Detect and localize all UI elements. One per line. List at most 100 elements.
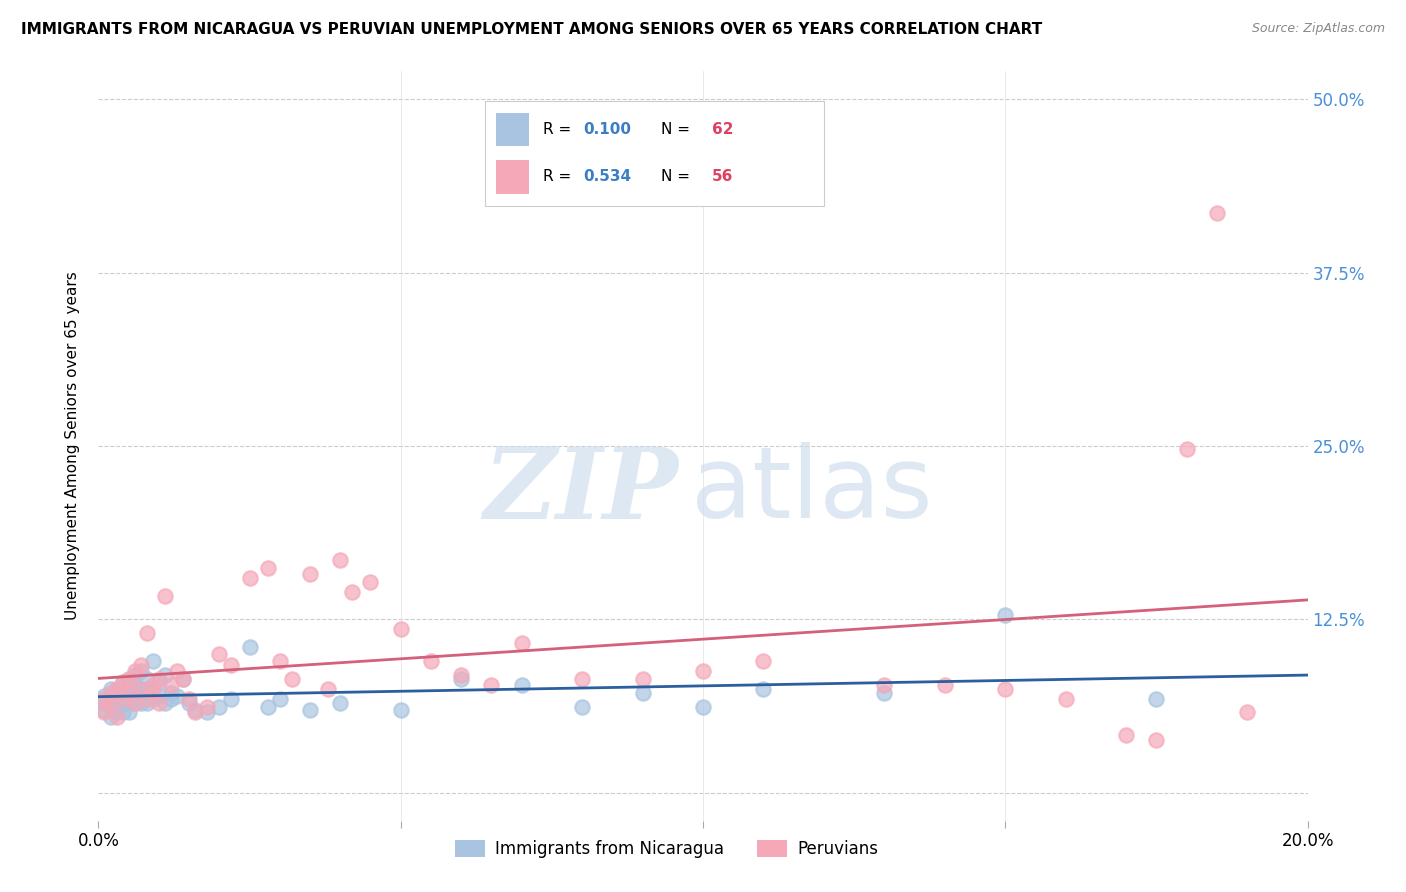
Point bbox=[1144, 691, 1167, 706]
Point bbox=[129, 681, 152, 696]
Point bbox=[281, 672, 304, 686]
Point bbox=[105, 681, 128, 696]
Point bbox=[316, 681, 339, 696]
Text: IMMIGRANTS FROM NICARAGUA VS PERUVIAN UNEMPLOYMENT AMONG SENIORS OVER 65 YEARS C: IMMIGRANTS FROM NICARAGUA VS PERUVIAN UN… bbox=[21, 22, 1042, 37]
Point bbox=[118, 672, 141, 686]
Point bbox=[389, 622, 412, 636]
Point bbox=[118, 706, 141, 720]
Point bbox=[160, 691, 183, 706]
Point bbox=[934, 678, 956, 692]
Point bbox=[184, 703, 207, 717]
Point bbox=[752, 654, 775, 668]
Point bbox=[105, 706, 128, 720]
Point bbox=[184, 706, 207, 720]
Point bbox=[135, 672, 157, 686]
Point bbox=[256, 699, 278, 714]
Point bbox=[100, 699, 122, 714]
Point bbox=[111, 696, 134, 710]
Point bbox=[148, 672, 170, 686]
Point bbox=[221, 691, 243, 706]
Point bbox=[148, 689, 170, 703]
Point bbox=[195, 706, 218, 720]
Point bbox=[994, 608, 1017, 623]
Point bbox=[420, 654, 443, 668]
Point bbox=[118, 672, 141, 686]
Point bbox=[692, 664, 714, 678]
Point bbox=[571, 699, 593, 714]
Point bbox=[142, 654, 165, 668]
Point bbox=[179, 691, 201, 706]
Point bbox=[124, 668, 146, 682]
Point bbox=[111, 691, 134, 706]
Point bbox=[160, 686, 183, 700]
Point bbox=[172, 672, 194, 686]
Point bbox=[100, 696, 122, 710]
Point bbox=[299, 703, 322, 717]
Point bbox=[100, 691, 122, 706]
Point bbox=[299, 566, 322, 581]
Point bbox=[142, 686, 165, 700]
Point bbox=[873, 678, 896, 692]
Point bbox=[631, 686, 654, 700]
Point bbox=[129, 686, 152, 700]
Point bbox=[93, 689, 115, 703]
Point bbox=[208, 699, 231, 714]
Point bbox=[1115, 728, 1137, 742]
Point bbox=[1175, 442, 1198, 456]
Y-axis label: Unemployment Among Seniors over 65 years: Unemployment Among Seniors over 65 years bbox=[65, 272, 80, 620]
Point bbox=[994, 681, 1017, 696]
Point bbox=[269, 654, 291, 668]
Point bbox=[342, 584, 364, 599]
Point bbox=[256, 561, 278, 575]
Point bbox=[450, 672, 472, 686]
Point bbox=[195, 699, 218, 714]
Point bbox=[105, 686, 128, 700]
Text: Source: ZipAtlas.com: Source: ZipAtlas.com bbox=[1251, 22, 1385, 36]
Point bbox=[172, 672, 194, 686]
Point bbox=[105, 703, 128, 717]
Point bbox=[148, 674, 170, 689]
Point bbox=[129, 681, 152, 696]
Point bbox=[118, 696, 141, 710]
Point bbox=[100, 686, 122, 700]
Point bbox=[692, 699, 714, 714]
Point bbox=[118, 691, 141, 706]
Point bbox=[93, 703, 115, 717]
Point bbox=[142, 691, 165, 706]
Point bbox=[124, 678, 146, 692]
Point bbox=[873, 686, 896, 700]
Point bbox=[239, 571, 262, 585]
Point bbox=[269, 691, 291, 706]
Point bbox=[118, 681, 141, 696]
Point bbox=[135, 681, 157, 696]
Point bbox=[360, 574, 382, 589]
Point bbox=[105, 709, 128, 723]
Point bbox=[105, 681, 128, 696]
Point bbox=[111, 686, 134, 700]
Point bbox=[153, 696, 176, 710]
Point bbox=[1206, 206, 1229, 220]
Point bbox=[153, 589, 176, 603]
Point bbox=[166, 689, 188, 703]
Point bbox=[100, 709, 122, 723]
Point bbox=[93, 696, 115, 710]
Point bbox=[389, 703, 412, 717]
Point bbox=[124, 696, 146, 710]
Point bbox=[129, 658, 152, 673]
Text: atlas: atlas bbox=[690, 442, 932, 540]
Point bbox=[105, 691, 128, 706]
Point bbox=[571, 672, 593, 686]
Point bbox=[239, 640, 262, 655]
Point bbox=[135, 626, 157, 640]
Point bbox=[1054, 691, 1077, 706]
Point bbox=[631, 672, 654, 686]
Point bbox=[510, 636, 533, 650]
Point bbox=[153, 668, 176, 682]
Point bbox=[111, 674, 134, 689]
Point bbox=[135, 696, 157, 710]
Point bbox=[111, 706, 134, 720]
Point bbox=[124, 664, 146, 678]
Point bbox=[221, 658, 243, 673]
Point bbox=[329, 696, 352, 710]
Point bbox=[111, 674, 134, 689]
